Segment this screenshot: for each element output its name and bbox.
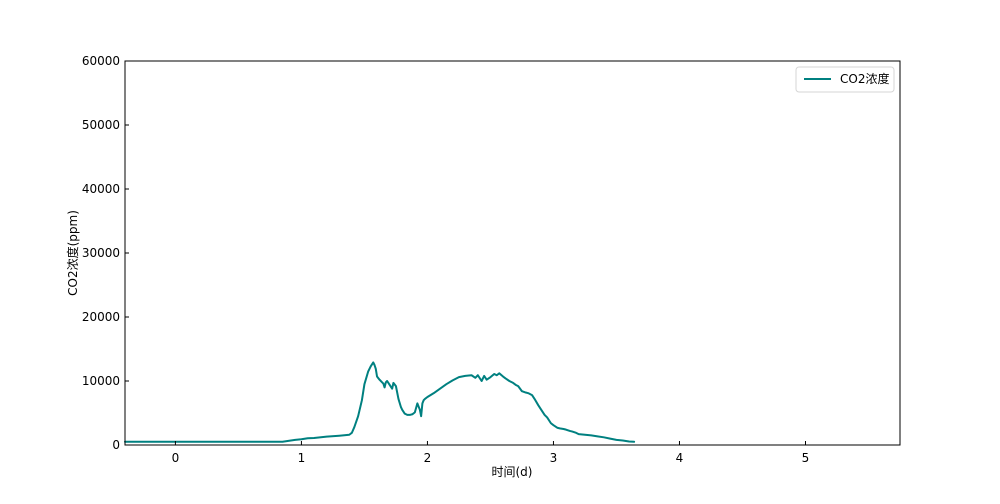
x-axis-label: 时间(d) [492,465,533,479]
legend: CO2浓度 [795,66,895,93]
series-line-0 [124,361,636,443]
x-tick-label: 5 [802,451,810,465]
legend-series-label: CO2浓度 [840,71,889,86]
x-tick-label: 2 [424,451,432,465]
y-tick-label: 30000 [82,246,120,260]
y-tick-label: 10000 [82,374,120,388]
x-tick-label: 4 [676,451,684,465]
x-axis-ticks: 0 1 2 3 4 5 [172,441,810,465]
x-tick-label: 1 [298,451,306,465]
plot-background [125,61,900,445]
y-axis-label: CO2浓度(ppm) [65,210,80,296]
y-tick-label: 40000 [82,182,120,196]
y-tick-label: 50000 [82,118,120,132]
legend-box [795,66,895,93]
x-tick-label: 3 [550,451,558,465]
y-tick-label: 20000 [82,310,120,324]
y-tick-label: 60000 [82,54,120,68]
x-tick-label: 0 [172,451,180,465]
y-axis-ticks: 0 10000 20000 30000 40000 50000 60000 [82,54,129,452]
series-layer [124,361,636,443]
plot-area [125,61,900,445]
y-tick-label: 0 [112,438,120,452]
